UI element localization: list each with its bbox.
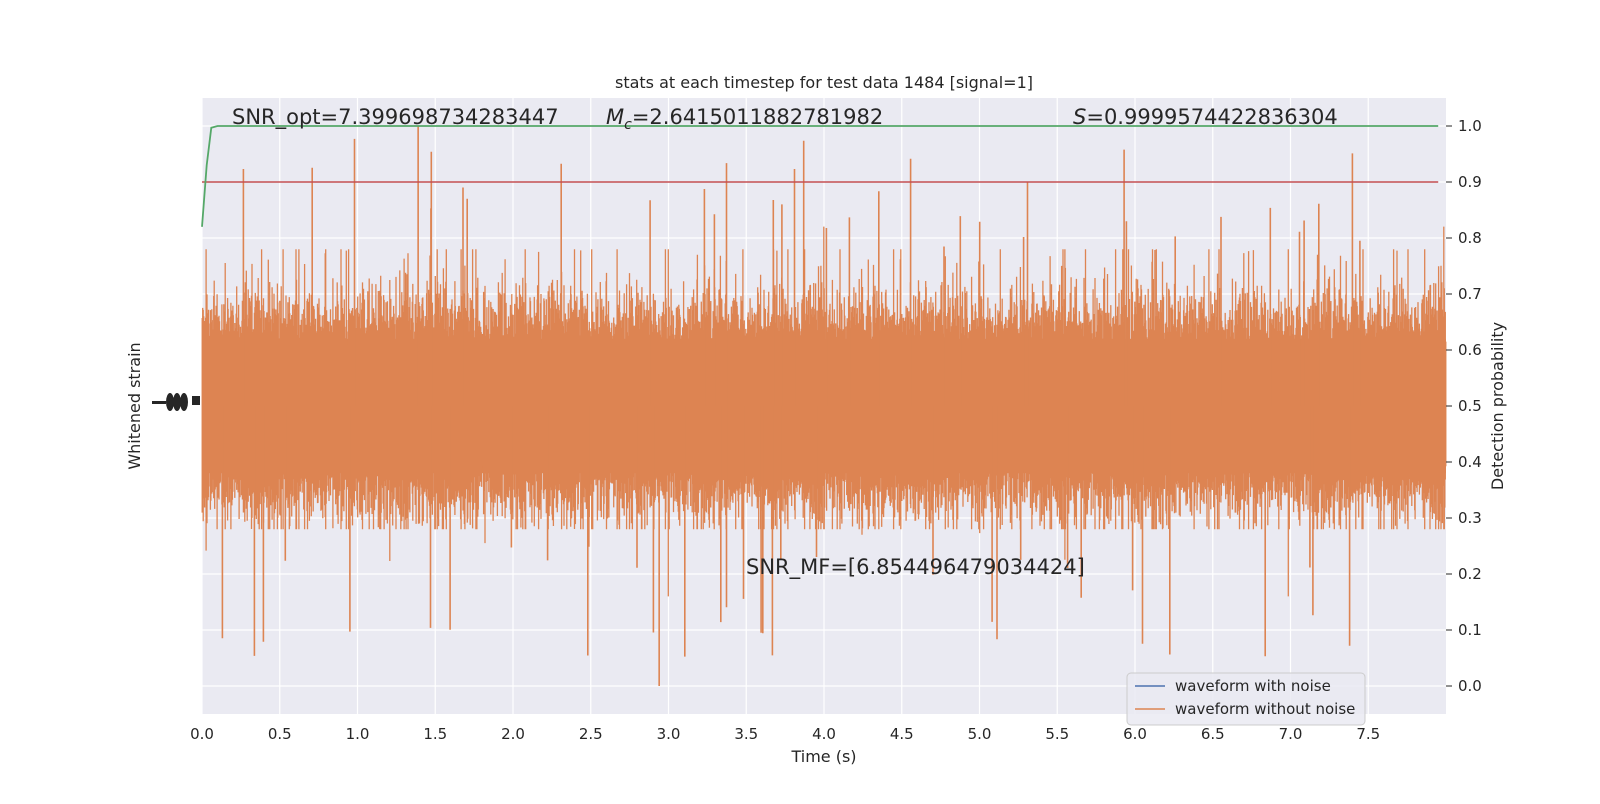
x-tick-label: 7.5 xyxy=(1356,725,1380,743)
x-tick-label: 5.5 xyxy=(1045,725,1069,743)
x-tick-label: 0.0 xyxy=(190,725,214,743)
annotation-chirp-mass: Mc=2.6415011882781982 xyxy=(606,105,883,133)
y-tick-label: 1.0 xyxy=(1458,117,1482,135)
x-tick-label: 5.0 xyxy=(968,725,992,743)
x-tick-label: 7.0 xyxy=(1279,725,1303,743)
y-tick-label: 0.9 xyxy=(1458,173,1482,191)
waveform-layer xyxy=(201,126,1447,686)
x-tick-label: 1.0 xyxy=(346,725,370,743)
x-axis-label: Time (s) xyxy=(790,747,856,766)
annotation-snr-mf: SNR_MF=[6.854496479034424] xyxy=(746,555,1085,580)
detection-probability-line xyxy=(201,125,1439,227)
y-tick-label: 0.1 xyxy=(1458,621,1482,639)
x-tick-label: 4.5 xyxy=(890,725,914,743)
y-tick-label: 0.6 xyxy=(1458,341,1482,359)
y-tick-label: 0.7 xyxy=(1458,285,1482,303)
y-tick-label: 0.0 xyxy=(1458,677,1482,695)
legend-label-with-noise: waveform with noise xyxy=(1175,677,1331,695)
x-tick-label: 4.0 xyxy=(812,725,836,743)
x-tick-label: 3.0 xyxy=(657,725,681,743)
y-tick-label: 0.5 xyxy=(1458,397,1482,415)
x-tick-label: 0.5 xyxy=(268,725,292,743)
x-tick-label: 2.5 xyxy=(579,725,603,743)
axes: 0.0 0.5 1.0 1.5 2.0 2.5 3.0 3.5 4.0 4.5 5.0 5.5 6.0 6… xyxy=(152,117,1482,743)
x-tick-label: 1.5 xyxy=(423,725,447,743)
y-tick-label: 0.8 xyxy=(1458,229,1482,247)
waveform-without-noise-spikes xyxy=(221,126,1361,686)
legend-label-without-noise: waveform without noise xyxy=(1175,700,1355,718)
left-tick-glyph xyxy=(180,393,188,411)
left-tick-mark xyxy=(152,401,166,404)
y-tick-label: 0.3 xyxy=(1458,509,1482,527)
left-tick-glyph xyxy=(173,393,181,411)
y-tick-label: 0.4 xyxy=(1458,453,1482,471)
annotation-statistic: S=0.9999574422836304 xyxy=(1073,105,1338,129)
annotation-snr-opt: SNR_opt=7.399698734283447 xyxy=(232,105,559,130)
probability-layer xyxy=(201,125,1439,227)
y-axis-label-right: Detection probability xyxy=(1488,322,1507,490)
legend-box xyxy=(1126,672,1366,726)
legend: waveform with noise waveform without noi… xyxy=(1126,672,1366,726)
x-tick-label: 2.0 xyxy=(501,725,525,743)
left-tick-glyph xyxy=(166,393,174,411)
left-axis-tick-cluster xyxy=(152,393,200,411)
chart-title: stats at each timestep for test data 148… xyxy=(615,73,1033,92)
y-axis-label-left: Whitened strain xyxy=(125,342,144,469)
x-tick-label: 6.5 xyxy=(1201,725,1225,743)
x-tick-label: 3.5 xyxy=(734,725,758,743)
y-tick-label: 0.2 xyxy=(1458,565,1482,583)
left-tick-mark xyxy=(192,396,200,405)
x-tick-label: 6.0 xyxy=(1123,725,1147,743)
